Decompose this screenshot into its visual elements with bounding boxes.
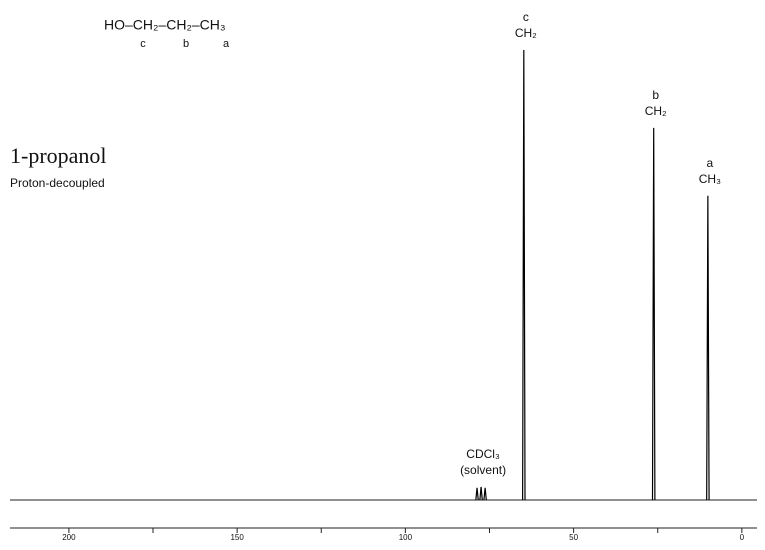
carbon-letter: b xyxy=(183,38,189,50)
x-tick-label: 200 xyxy=(62,533,76,542)
chart-title: 1-propanol xyxy=(10,143,107,168)
peak-label: CH₂ xyxy=(645,104,667,118)
peak-label: b xyxy=(652,88,659,102)
x-tick-label: 150 xyxy=(230,533,244,542)
x-tick-label: 100 xyxy=(399,533,413,542)
structure-formula: HO–CH₂–CH₂–CH₃ xyxy=(104,17,226,33)
peak-label: a xyxy=(707,156,714,170)
peak-label: CDCl₃ xyxy=(466,447,500,461)
peak xyxy=(651,127,656,501)
carbon-letter: c xyxy=(140,38,146,50)
chart-subtitle: Proton-decoupled xyxy=(10,176,105,190)
carbon-letter: a xyxy=(223,38,230,50)
peak-label: (solvent) xyxy=(460,463,506,477)
peak xyxy=(479,486,483,501)
peak xyxy=(483,487,487,501)
peak xyxy=(522,49,526,501)
x-tick-label: 50 xyxy=(569,533,578,542)
peak-label: CH₂ xyxy=(515,26,537,40)
peak xyxy=(475,487,479,501)
peak-label: c xyxy=(523,10,529,24)
peak-label: CH₃ xyxy=(699,172,721,186)
x-tick-label: 0 xyxy=(740,533,745,542)
peak xyxy=(706,195,710,501)
